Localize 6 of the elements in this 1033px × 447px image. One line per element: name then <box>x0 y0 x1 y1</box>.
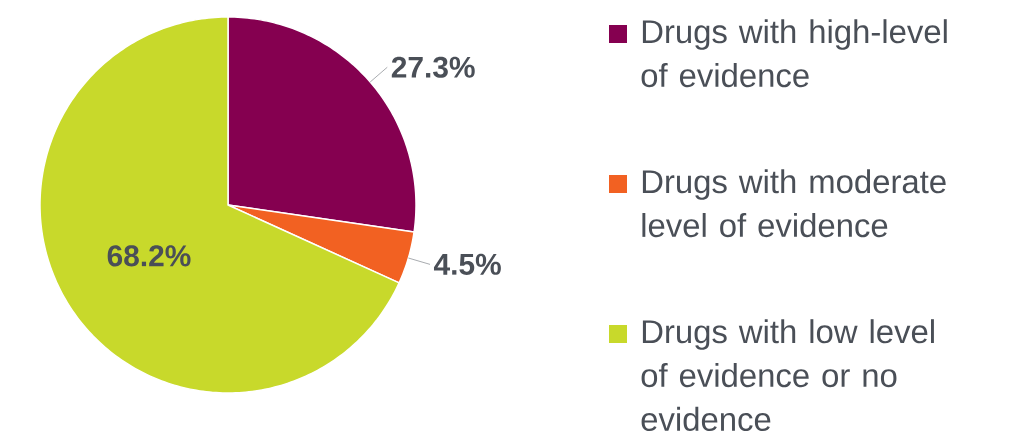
legend-label: Drugs with moderate level of evidence <box>642 169 946 238</box>
legend-label: Drugs with high-level of evidence <box>641 19 947 88</box>
data-label: 27.3% <box>391 56 475 78</box>
data-label: 4.5% <box>433 253 501 275</box>
data-label: 68.2% <box>107 245 191 267</box>
legend-label: Drugs with low level of evidence or no evidence <box>641 319 934 432</box>
